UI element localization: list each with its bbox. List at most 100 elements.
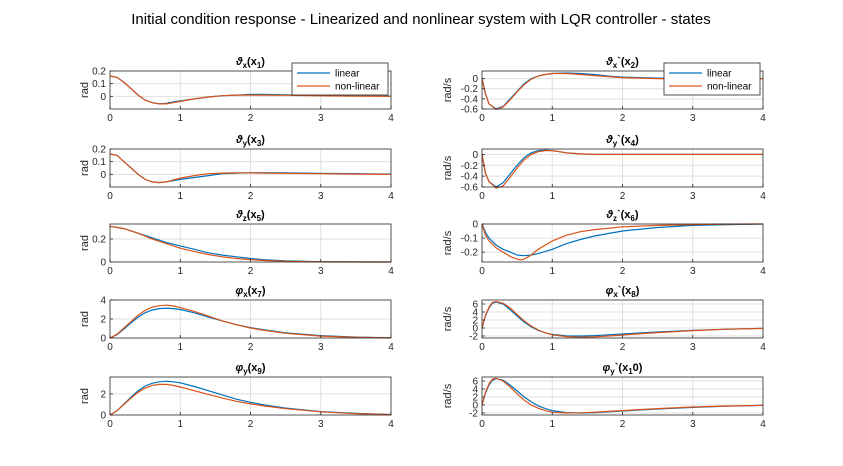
x-tick-label: 3	[690, 419, 696, 430]
x-tick-label: 1	[177, 266, 183, 277]
y-tick-label: 2	[100, 389, 106, 400]
series-non-linear	[109, 225, 391, 263]
x-tick-label: 1	[549, 419, 555, 430]
figure-title: Initial condition response - Linearized …	[131, 11, 710, 28]
x-tick-label: 0	[479, 191, 485, 202]
title-part: )	[635, 209, 639, 221]
legend-box	[663, 62, 761, 96]
title-part: z	[243, 214, 247, 223]
title-part: 4	[631, 139, 636, 148]
x-tick-label: 0	[107, 266, 113, 277]
x-tick-label: 4	[760, 342, 766, 353]
y-tick-label: 4	[472, 308, 478, 319]
x-tick-label: 1	[177, 113, 183, 124]
series-non-linear	[109, 153, 392, 184]
y-tick-label: -0.2	[461, 161, 479, 172]
x-tick-label: 0	[107, 113, 113, 124]
subplot-title: φx(x7)	[235, 285, 265, 299]
series-non-linear	[481, 223, 764, 261]
title-part: 3	[257, 139, 262, 148]
x-tick-label: 3	[318, 266, 324, 277]
title-part: y	[243, 367, 248, 376]
title-part: φ	[606, 285, 614, 297]
x-tick-label: 3	[318, 342, 324, 353]
y-tick-label: 0	[472, 401, 478, 412]
x-tick-label: 1	[177, 342, 183, 353]
series-non-linear	[109, 304, 392, 339]
y-axis-label: rad/s	[442, 306, 454, 331]
subplot-title: φx`(x8)	[606, 285, 640, 299]
y-tick-label: 0.2	[92, 67, 106, 78]
title-part: 2	[631, 61, 636, 70]
x-tick-label: 1	[177, 191, 183, 202]
y-tick-label: 2	[472, 393, 478, 404]
title-part: 6	[630, 214, 635, 223]
x-tick-label: 1	[549, 342, 555, 353]
y-axis-label: rad	[79, 235, 91, 251]
title-part: φ	[235, 362, 243, 374]
legend: linear non-linear	[291, 62, 389, 96]
subplot-title: ϑz(x5)	[235, 209, 265, 223]
title-part: (x	[247, 56, 258, 68]
title-part: `(x	[617, 209, 631, 221]
subplot-2: 0 1 2 3 40-0.2-0.4-0.6rad/sϑx`(x2)linearnon-…	[442, 56, 766, 124]
y-tick-label: 4	[100, 296, 106, 307]
title-part: 0)	[633, 362, 643, 374]
series-non-linear	[109, 75, 392, 105]
title-part: x	[613, 61, 618, 70]
x-tick-label: 0	[107, 342, 113, 353]
y-tick-label: 0	[100, 258, 106, 269]
y-tick-label: -0.6	[461, 183, 479, 194]
subplot-6: 0 1 2 3 4 0 -0.1 -0.2 rad/s ϑz`(x6)	[442, 209, 766, 277]
y-tick-label: 6	[472, 300, 478, 311]
y-tick-label: 0.1	[92, 157, 106, 168]
title-part: y	[610, 367, 615, 376]
x-tick-label: 3	[690, 191, 696, 202]
y-tick-label: 2	[100, 315, 106, 326]
y-axis-label: rad	[79, 388, 91, 404]
legend-entry: non-linear	[335, 82, 380, 93]
y-axis-label: rad/s	[442, 77, 454, 102]
title-part: z	[613, 214, 617, 223]
y-tick-label: 0	[472, 324, 478, 335]
x-tick-label: 2	[248, 266, 254, 277]
title-part: (x	[248, 285, 259, 297]
y-tick-label: 0.2	[92, 145, 106, 156]
y-axis-label: rad	[79, 82, 91, 98]
x-tick-label: 2	[620, 342, 626, 353]
y-axis-label: rad	[79, 160, 91, 176]
y-tick-label: -0.4	[461, 94, 479, 105]
x-tick-label: 2	[620, 113, 626, 124]
y-axis-label: rad	[79, 311, 91, 327]
subplot-title: ϑx(x1)	[235, 56, 265, 70]
title-part: 7	[257, 290, 262, 299]
y-tick-label: -0.4	[461, 172, 479, 183]
y-tick-label: 0	[100, 334, 106, 345]
x-tick-label: 2	[248, 342, 254, 353]
title-part: (x	[247, 209, 258, 221]
title-part: ϑ	[235, 134, 243, 146]
x-tick-label: 0	[107, 419, 113, 430]
y-tick-label: 4	[472, 385, 478, 396]
series-non-linear	[481, 300, 764, 338]
x-tick-label: 3	[318, 113, 324, 124]
x-tick-label: 4	[760, 419, 766, 430]
title-part: x	[613, 290, 618, 299]
title-part: ϑ	[235, 56, 243, 68]
title-part: `(x	[615, 362, 629, 374]
x-tick-label: 4	[388, 113, 394, 124]
x-tick-label: 4	[388, 191, 394, 202]
y-tick-label: 0	[472, 220, 478, 231]
x-tick-label: 2	[620, 191, 626, 202]
title-part: )	[636, 285, 640, 297]
title-part: x	[243, 290, 248, 299]
title-part: (x	[248, 362, 259, 374]
x-tick-label: 4	[388, 342, 394, 353]
y-tick-label: -0.6	[461, 105, 479, 116]
title-part: )	[262, 362, 266, 374]
y-tick-label: 0	[100, 170, 106, 181]
